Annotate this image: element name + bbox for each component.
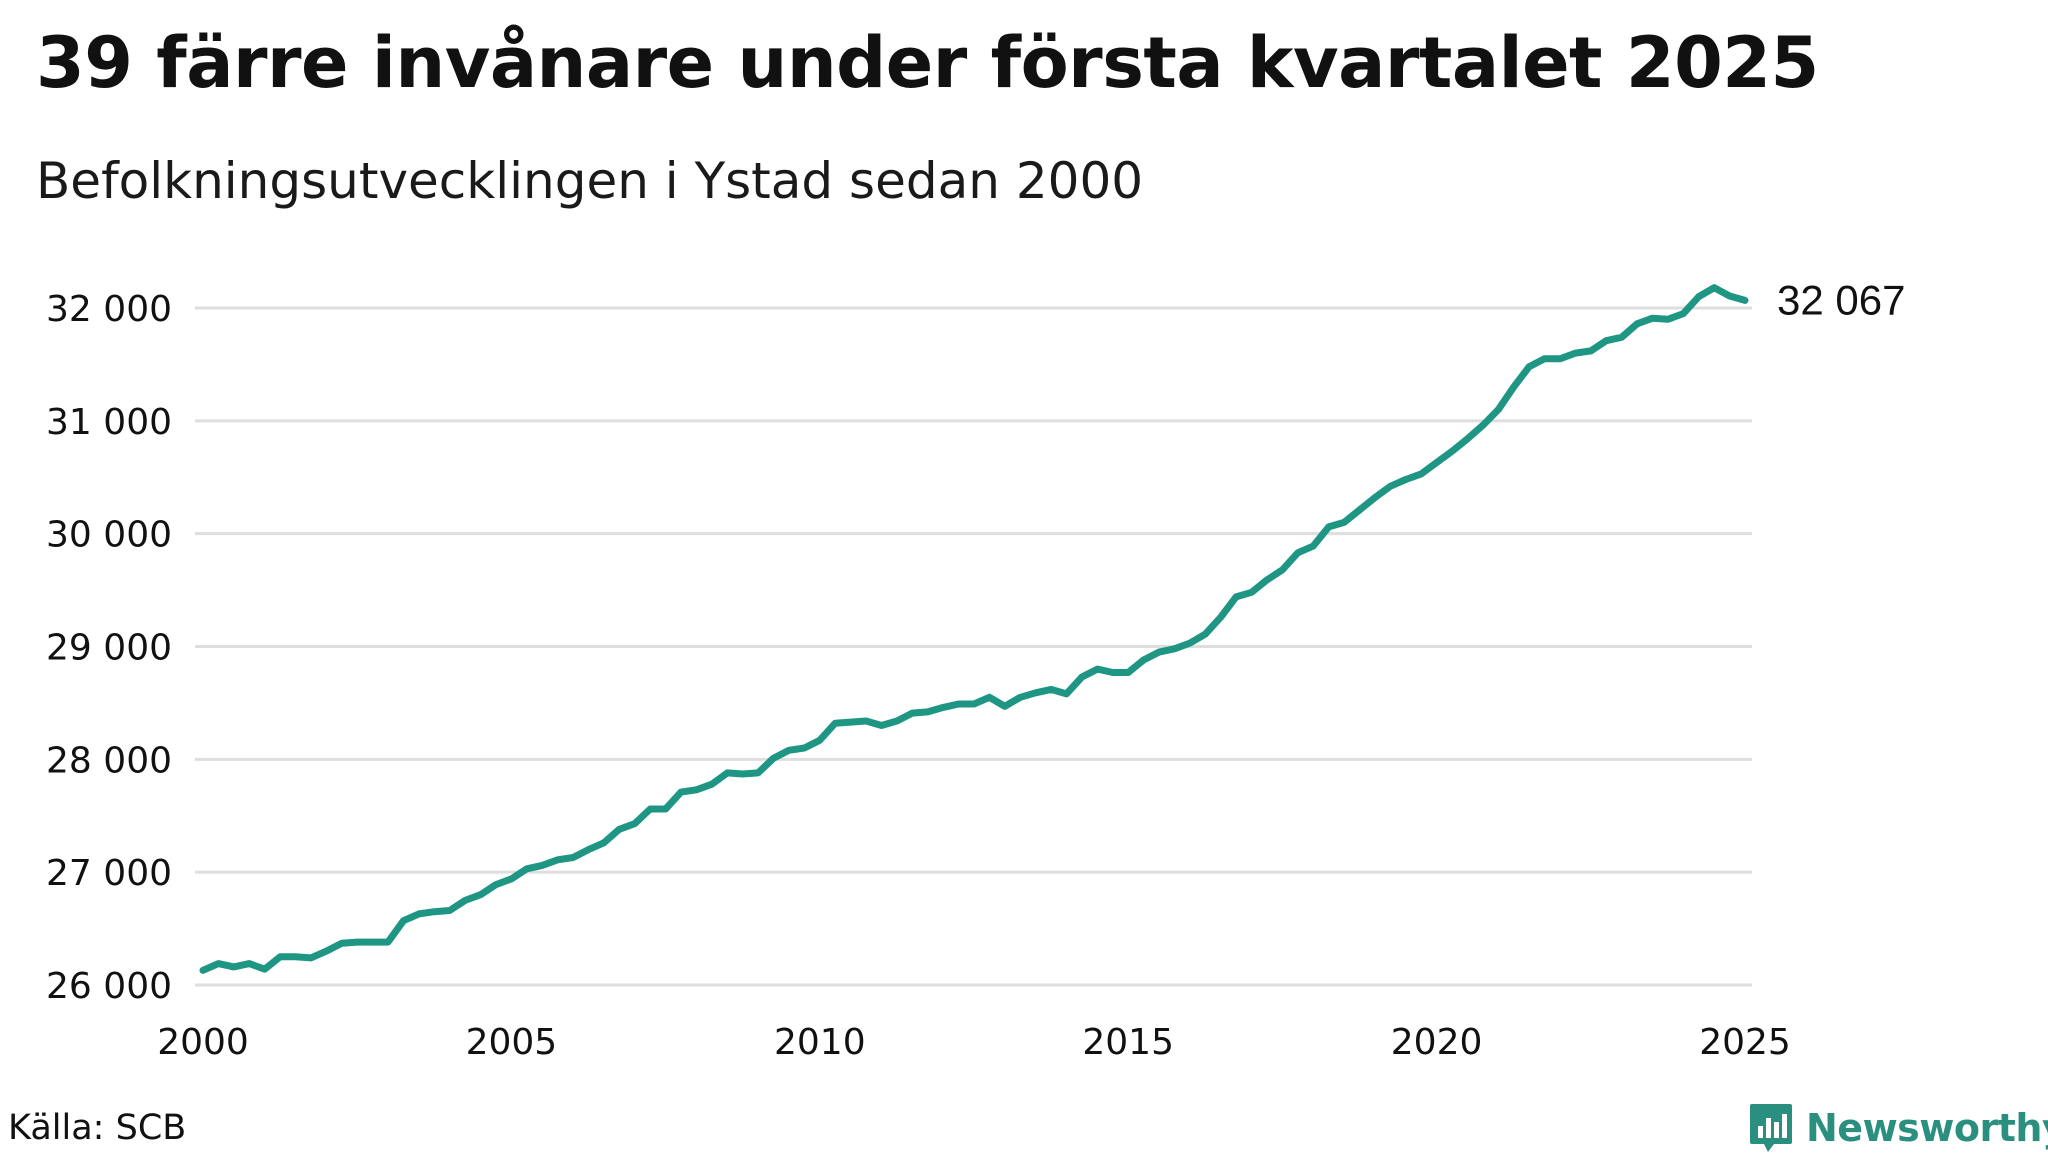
end-value-label: 32 067 bbox=[1777, 276, 1905, 323]
y-tick-label: 31 000 bbox=[46, 402, 172, 443]
y-axis-labels: 26 000 27 000 28 000 29 000 30 000 31 000 32 0… bbox=[46, 289, 172, 1007]
x-tick-label: 2005 bbox=[466, 1022, 558, 1063]
x-axis-labels: 2000 2005 2010 2015 2020 2025 bbox=[157, 1022, 1791, 1063]
y-tick-label: 30 000 bbox=[46, 515, 172, 556]
page-subtitle: Befolkningsutvecklingen i Ystad sedan 20… bbox=[36, 152, 1144, 210]
brand-logo: Newsworthy bbox=[1748, 1098, 2048, 1158]
x-tick-label: 2000 bbox=[157, 1022, 249, 1063]
y-tick-label: 28 000 bbox=[46, 740, 172, 781]
x-tick-label: 2010 bbox=[774, 1022, 866, 1063]
y-tick-label: 32 000 bbox=[46, 289, 172, 330]
x-tick-label: 2020 bbox=[1391, 1022, 1483, 1063]
series-line-population bbox=[199, 284, 1749, 974]
x-tick-label: 2025 bbox=[1699, 1022, 1791, 1063]
x-tick-label: 2015 bbox=[1082, 1022, 1174, 1063]
brand-name: Newsworthy bbox=[1806, 1106, 2048, 1150]
grid-lines bbox=[195, 306, 1752, 987]
newsworthy-chart-bubble-icon bbox=[1750, 1104, 1792, 1152]
y-tick-label: 29 000 bbox=[46, 628, 172, 669]
source-text: Källa: SCB bbox=[8, 1108, 187, 1148]
y-tick-label: 26 000 bbox=[46, 966, 172, 1007]
y-tick-label: 27 000 bbox=[46, 853, 172, 894]
page-title: 39 färre invånare under första kvartalet… bbox=[36, 22, 1819, 104]
